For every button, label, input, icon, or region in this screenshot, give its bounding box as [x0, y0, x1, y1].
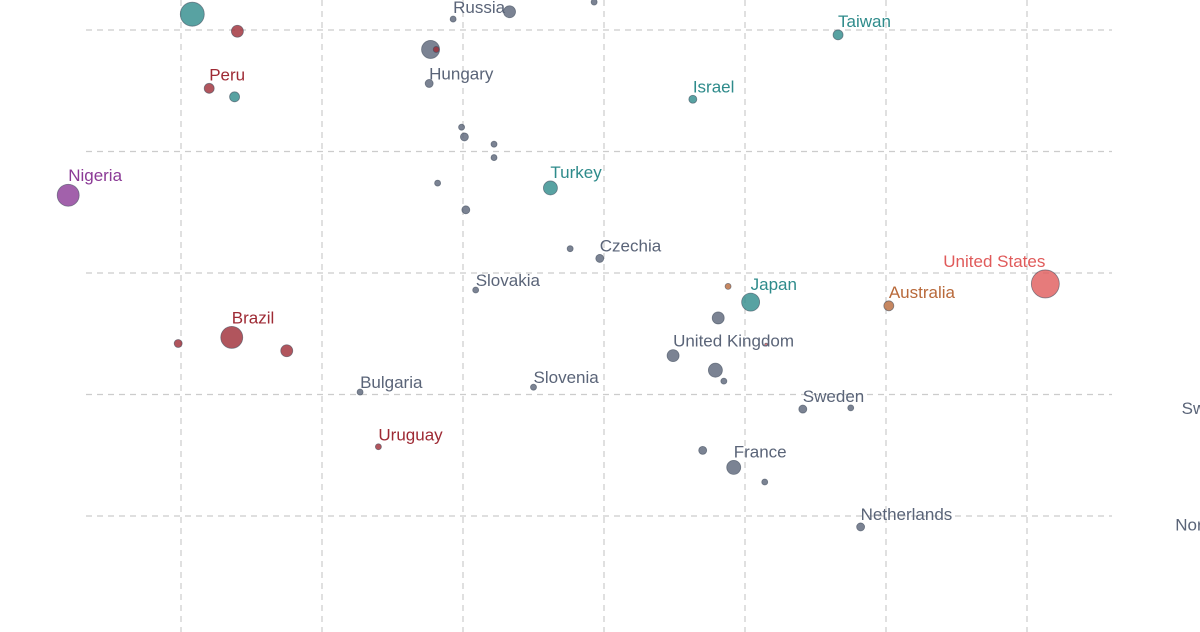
point-label-uruguay: Uruguay	[378, 426, 443, 445]
point-unlabeled-31	[460, 132, 469, 142]
point-unlabeled-32	[490, 140, 498, 148]
point-sweden	[798, 404, 808, 414]
point-unlabeled-34	[434, 179, 442, 187]
data-points	[56, 0, 1060, 532]
point-unlabeled-40	[724, 282, 732, 290]
point-turkey	[543, 180, 558, 196]
point-hungary	[424, 79, 434, 88]
point-unlabeled-50	[707, 362, 723, 378]
point-label-france: France	[734, 442, 787, 461]
point-label-peru: Peru	[209, 65, 245, 84]
point-label-switzerland: Switzerland	[1182, 399, 1200, 418]
point-label-brazil: Brazil	[232, 308, 275, 327]
point-uruguay	[374, 443, 382, 451]
point-brazil	[220, 325, 244, 349]
point-unlabeled-41	[711, 311, 725, 325]
point-labels: MyanmarBangladeshChinaIndiaMalaysiaHong …	[68, 0, 1200, 535]
point-label-sweden: Sweden	[803, 387, 864, 406]
point-label-united-kingdom: United Kingdom	[673, 332, 794, 351]
point-poland	[590, 0, 598, 6]
point-label-slovakia: Slovakia	[476, 271, 541, 290]
point-label-slovenia: Slovenia	[534, 368, 600, 387]
point-united-kingdom	[666, 349, 680, 363]
point-label-nigeria: Nigeria	[68, 166, 122, 185]
point-unlabeled-46	[173, 339, 183, 348]
point-czechia	[595, 254, 605, 263]
grid-lines	[86, 0, 1112, 632]
point-unlabeled-60	[761, 478, 769, 486]
point-unlabeled-17	[230, 24, 244, 38]
point-peru	[203, 82, 215, 94]
point-label-indonesia: Indonesia	[192, 0, 266, 3]
point-israel	[688, 94, 698, 104]
point-label-netherlands: Netherlands	[861, 505, 953, 524]
point-label-bulgaria: Bulgaria	[360, 373, 423, 392]
point-unlabeled-19	[503, 5, 516, 19]
point-label-united-states: United States	[943, 252, 1045, 271]
point-france	[726, 459, 742, 475]
point-netherlands	[856, 522, 866, 532]
point-unlabeled-37	[566, 245, 574, 253]
point-label-norway: Norway	[1175, 516, 1200, 535]
point-label-russia: Russia	[453, 0, 506, 17]
point-unlabeled-58	[698, 445, 708, 455]
point-unlabeled-27	[229, 91, 240, 103]
point-unlabeled-35	[461, 205, 471, 215]
point-unlabeled-22	[432, 46, 440, 53]
point-united-states	[1030, 269, 1060, 299]
point-unlabeled-49	[764, 342, 769, 347]
point-label-czechia: Czechia	[600, 236, 662, 255]
point-label-hungary: Hungary	[429, 64, 494, 83]
point-label-australia: Australia	[889, 283, 956, 302]
point-nigeria	[56, 183, 80, 207]
point-label-israel: Israel	[693, 77, 735, 96]
point-australia	[883, 300, 895, 312]
point-unlabeled-30	[458, 123, 465, 131]
point-russia	[449, 15, 457, 23]
point-japan	[741, 292, 761, 312]
point-unlabeled-47	[280, 344, 294, 358]
point-label-turkey: Turkey	[550, 163, 602, 182]
point-label-japan: Japan	[751, 275, 797, 294]
point-indonesia	[179, 1, 205, 27]
point-unlabeled-51	[720, 377, 728, 385]
point-taiwan	[832, 29, 844, 41]
point-label-taiwan: Taiwan	[838, 12, 891, 31]
point-unlabeled-55	[847, 404, 855, 412]
point-bulgaria	[356, 388, 364, 396]
point-slovakia	[472, 286, 480, 294]
point-unlabeled-33	[490, 154, 498, 161]
point-slovenia	[530, 383, 537, 391]
